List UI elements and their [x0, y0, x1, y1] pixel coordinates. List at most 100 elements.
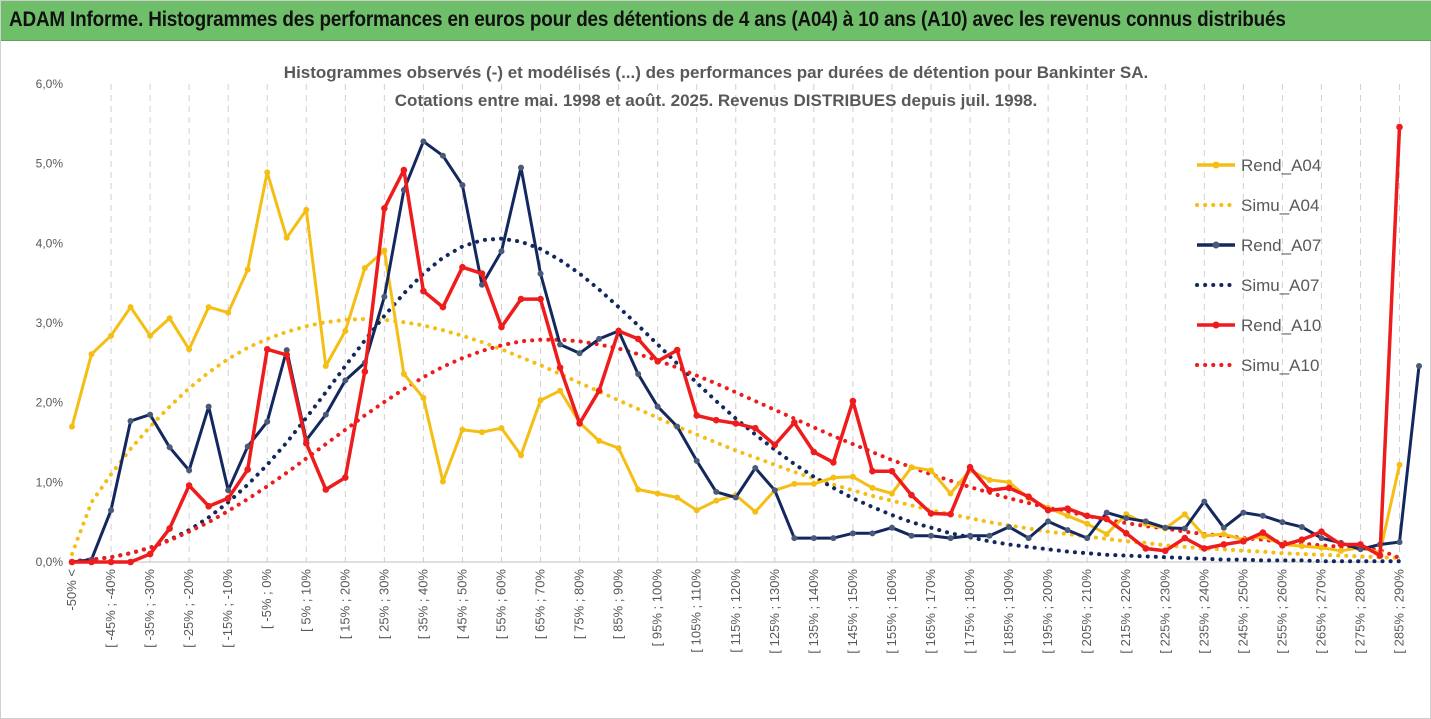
x-tick-label-6: [ 5% ; 10%	[298, 569, 313, 632]
data-point-rend-a04-24	[537, 397, 544, 404]
data-point-rend-a04-38	[810, 480, 817, 487]
data-point-rend-a10-14	[342, 474, 349, 481]
y-axis-ticks: 0,0% 1,0% 2,0% 3,0% 4,0% 5,0% 6,0%	[36, 77, 64, 569]
y-tick-label-1: 1,0%	[36, 475, 64, 489]
data-point-rend-a04-40	[849, 473, 856, 480]
data-point-rend-a07-55	[1142, 518, 1149, 525]
data-point-rend-a04-0	[69, 423, 75, 430]
data-point-rend-a07-14	[342, 377, 349, 384]
data-point-rend-a07-51	[1064, 527, 1071, 534]
legend-item-simu-a10: Simu_A10	[1195, 356, 1319, 375]
data-point-rend-a04-29	[635, 486, 642, 493]
data-point-rend-a10-41	[869, 467, 876, 475]
data-point-rend-a04-64	[1318, 544, 1325, 551]
y-tick-label-5: 5,0%	[36, 157, 64, 171]
data-point-rend-a07-49	[1025, 535, 1032, 542]
data-point-rend-a07-37	[791, 535, 798, 542]
data-point-rend-a04-41	[869, 484, 876, 491]
data-point-rend-a10-27	[595, 387, 603, 395]
data-point-rend-a04-7	[205, 304, 212, 311]
series-line-simu-a07	[70, 236, 1402, 564]
data-point-rend-a10-43	[908, 491, 915, 499]
data-point-rend-a10-68	[1396, 123, 1403, 131]
data-point-rend-a04-19	[439, 478, 446, 485]
data-point-rend-a10-29	[634, 335, 642, 343]
data-point-rend-a04-37	[791, 480, 798, 487]
data-point-rend-a10-9	[244, 466, 252, 473]
x-tick-label-2: [ -35% ; -30%	[142, 569, 157, 648]
data-point-rend-a07-32	[693, 457, 700, 464]
x-tick-label-26: [ 205% ; 210%	[1079, 569, 1094, 654]
data-point-rend-a07-46	[967, 532, 974, 539]
data-point-rend-a04-20	[459, 426, 466, 433]
x-tick-label-30: [ 245% ; 250%	[1235, 569, 1250, 654]
data-point-rend-a07-19	[439, 152, 446, 159]
series-lines	[68, 123, 1423, 566]
data-point-rend-a07-64	[1318, 535, 1325, 542]
data-point-rend-a10-6	[185, 482, 193, 489]
data-point-rend-a10-49	[1025, 493, 1032, 500]
data-point-rend-a10-20	[459, 263, 466, 271]
data-point-rend-a04-45	[947, 490, 954, 497]
x-tick-label-29: [ 235% ; 240%	[1196, 569, 1211, 654]
legend-label: Simu_A04	[1241, 196, 1319, 215]
data-point-rend-a04-10	[264, 169, 271, 176]
gridlines	[110, 84, 1401, 562]
data-point-rend-a10-17	[400, 166, 408, 174]
x-tick-label-11: [ 55% ; 60%	[493, 569, 508, 640]
data-point-rend-a10-31	[673, 346, 681, 354]
data-point-rend-a10-54	[1122, 530, 1130, 537]
data-point-rend-a10-1	[88, 558, 95, 566]
legend-item-simu-a04: Simu_A04	[1195, 196, 1319, 215]
data-point-rend-a10-44	[927, 510, 935, 517]
data-point-rend-a10-28	[615, 327, 622, 335]
data-point-rend-a07-9	[244, 443, 251, 450]
x-tick-label-24: [ 185% ; 190%	[1001, 569, 1016, 654]
data-point-rend-a04-51	[1064, 512, 1071, 519]
data-point-rend-a04-33	[713, 497, 720, 504]
data-point-rend-a07-6	[186, 467, 193, 474]
data-point-rend-a07-24	[537, 270, 544, 277]
data-point-rend-a07-41	[869, 530, 876, 537]
data-point-rend-a10-5	[166, 525, 173, 532]
report-title: ADAM Informe. Histogrammes des performan…	[9, 8, 1286, 31]
data-point-rend-a10-38	[810, 448, 818, 456]
data-point-rend-a07-18	[420, 138, 427, 145]
x-tick-label-22: [ 165% ; 170%	[923, 569, 938, 654]
data-point-rend-a10-15	[361, 368, 369, 375]
x-tick-label-28: [ 225% ; 230%	[1157, 569, 1172, 654]
data-point-rend-a10-23	[517, 295, 525, 303]
data-point-rend-a04-3	[127, 304, 134, 311]
data-point-rend-a10-12	[302, 439, 310, 447]
x-tick-label-27: [ 215% ; 220%	[1118, 569, 1133, 654]
x-tick-label-23: [ 175% ; 180%	[962, 569, 977, 654]
series-line-simu-a10	[70, 337, 1402, 564]
data-point-rend-a07-60	[1240, 509, 1247, 516]
data-point-rend-a10-3	[127, 558, 134, 566]
data-point-rend-a10-24	[537, 295, 544, 303]
legend-item-simu-a07: Simu_A07	[1195, 276, 1319, 295]
data-point-rend-a10-59	[1220, 541, 1228, 548]
data-point-rend-a04-4	[147, 332, 154, 339]
data-point-rend-a07-59	[1220, 524, 1227, 531]
data-point-rend-a10-65	[1337, 541, 1345, 548]
data-point-rend-a04-27	[596, 437, 603, 444]
x-tick-label-32: [ 265% ; 270%	[1313, 569, 1328, 654]
data-point-rend-a04-39	[830, 474, 837, 481]
data-point-rend-a10-22	[498, 323, 505, 331]
data-point-rend-a07-35	[752, 464, 759, 471]
data-point-rend-a07-8	[225, 487, 232, 494]
x-tick-label-0: -50% <	[64, 569, 79, 611]
series-rend-a10	[68, 123, 1403, 566]
data-point-rend-a07-47	[986, 532, 993, 539]
data-point-rend-a04-32	[693, 507, 700, 514]
data-point-rend-a07-10	[264, 418, 271, 425]
x-tick-label-31: [ 255% ; 260%	[1274, 569, 1289, 654]
x-tick-label-19: [ 135% ; 140%	[806, 569, 821, 654]
data-point-rend-a10-51	[1064, 505, 1071, 512]
y-tick-label-2: 2,0%	[36, 396, 64, 410]
data-point-rend-a07-68	[1396, 539, 1403, 546]
data-point-rend-a10-53	[1103, 515, 1110, 523]
legend-marker	[1212, 321, 1220, 329]
